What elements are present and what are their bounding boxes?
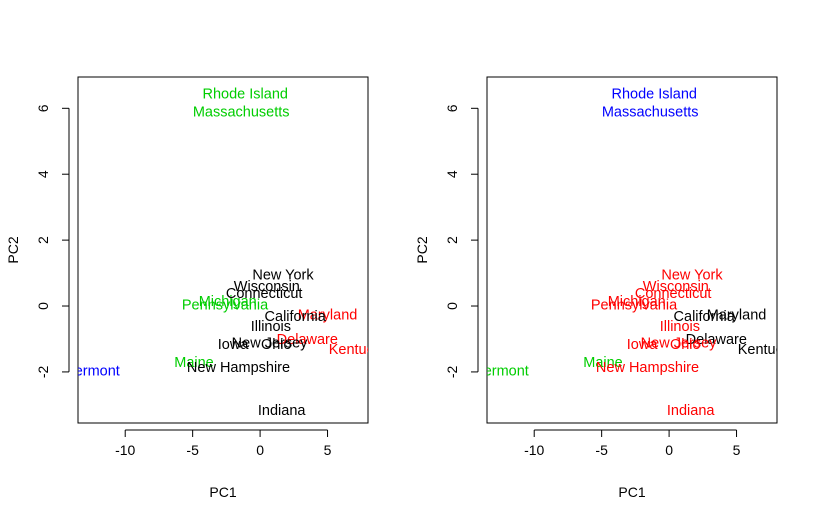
point-label-new-jersey: New Jersey <box>641 335 717 351</box>
x-axis-title: PC1 <box>618 484 645 500</box>
point-label-new-hampshire: New Hampshire <box>596 360 699 376</box>
y-tick-label: 4 <box>444 170 460 178</box>
y-tick-label: 2 <box>35 236 51 244</box>
point-label-indiana: Indiana <box>667 403 716 419</box>
point-label-vermont: Vermont <box>66 363 120 379</box>
point-label-rhode-island: Rhode Island <box>612 86 697 102</box>
x-axis-title: PC1 <box>209 484 236 500</box>
point-label-new-york: New York <box>661 268 723 284</box>
point-label-kentucky: Kentucky <box>329 342 389 358</box>
x-tick-label: 0 <box>665 442 673 458</box>
x-tick-label: -10 <box>115 442 135 458</box>
point-label-new-jersey: New Jersey <box>232 335 308 351</box>
point-label-michigan: Michigan <box>199 294 257 310</box>
y-tick-label: 0 <box>35 302 51 310</box>
x-tick-label: -10 <box>524 442 544 458</box>
point-label-wisconsin: Wisconsin <box>643 279 709 295</box>
y-tick-label: 4 <box>35 170 51 178</box>
point-label-california: California <box>674 309 736 325</box>
point-label-rhode-island: Rhode Island <box>203 86 288 102</box>
point-label-wisconsin: Wisconsin <box>234 279 300 295</box>
y-tick-label: 6 <box>35 104 51 112</box>
point-label-delaware: Delaware <box>277 332 338 348</box>
y-tick-label: 0 <box>444 302 460 310</box>
point-label-maryland: Maryland <box>298 307 358 323</box>
point-label-maryland: Maryland <box>707 307 767 323</box>
point-label-pennsylvania: Pennsylvania <box>591 297 678 313</box>
y-axis-title: PC2 <box>414 236 430 263</box>
x-tick-label: -5 <box>186 442 199 458</box>
point-label-massachusetts: Massachusetts <box>602 105 699 121</box>
point-label-california: California <box>265 309 327 325</box>
point-label-maine: Maine <box>583 355 623 371</box>
point-label-indiana: Indiana <box>258 403 307 419</box>
scatter-panel-1: -10 -5 0 5 -2 0 2 4 6 PC1 PC2 Rhode Island Massachus… <box>5 76 389 500</box>
point-label-massachusetts: Massachusetts <box>193 105 290 121</box>
point-label-ohio: Ohio <box>261 337 292 353</box>
point-label-kentucky: Kentucky <box>738 342 798 358</box>
x-tick-label: 5 <box>733 442 741 458</box>
point-label-connecticut: Connecticut <box>635 286 712 302</box>
point-labels: Rhode Island Massachusetts New YorkWiscons… <box>66 86 389 419</box>
y-tick-label: 2 <box>444 236 460 244</box>
plot-frame <box>77 76 369 424</box>
y-tick-label: -2 <box>35 365 51 378</box>
point-label-new-york: New York <box>252 268 314 284</box>
y-tick-label: -2 <box>444 365 460 378</box>
point-label-delaware: Delaware <box>686 332 747 348</box>
point-label-new-hampshire: New Hampshire <box>187 360 290 376</box>
y-tick-label: 6 <box>444 104 460 112</box>
plot-frame <box>486 76 778 424</box>
point-label-vermont: Vermont <box>475 363 529 379</box>
x-tick-label: -5 <box>595 442 608 458</box>
x-tick-label: 0 <box>256 442 264 458</box>
x-tick-label: 5 <box>324 442 332 458</box>
point-label-illinois: Illinois <box>251 319 291 335</box>
point-label-michigan: Michigan <box>608 294 666 310</box>
scatter-panel-2: -10 -5 0 5 -2 0 2 4 6 PC1 PC2 Rhode Island Massachus… <box>414 76 798 500</box>
point-label-iowa: Iowa <box>627 337 659 353</box>
point-labels: Rhode Island Massachusetts New YorkWiscons… <box>475 86 798 419</box>
point-label-iowa: Iowa <box>218 337 250 353</box>
point-label-pennsylvania: Pennsylvania <box>182 297 269 313</box>
y-axis-title: PC2 <box>5 236 21 263</box>
point-label-illinois: Illinois <box>660 319 700 335</box>
point-label-maine: Maine <box>174 355 214 371</box>
point-label-ohio: Ohio <box>670 337 701 353</box>
point-label-connecticut: Connecticut <box>226 286 303 302</box>
